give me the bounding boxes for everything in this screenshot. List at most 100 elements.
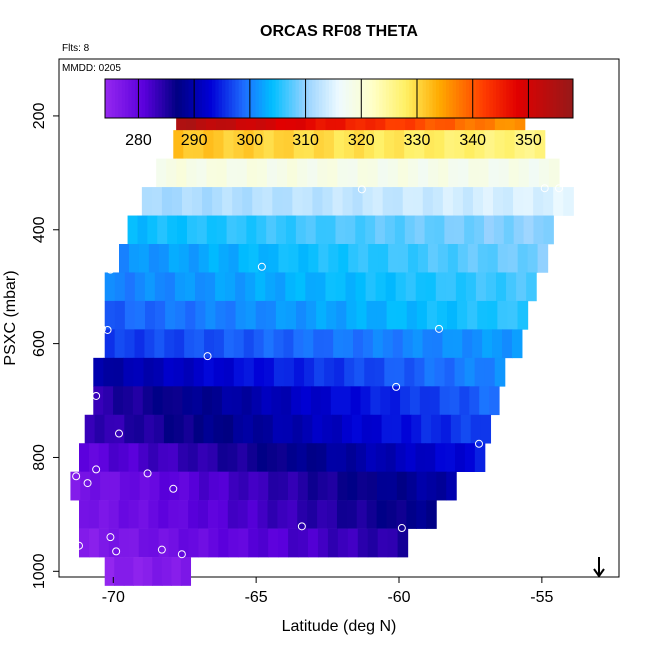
heatmap-cell (344, 357, 355, 387)
heatmap-cell (251, 386, 263, 416)
heatmap-cell (158, 528, 170, 558)
heatmap-cell (262, 414, 274, 444)
heatmap-cell (183, 130, 194, 159)
heatmap-cell (507, 300, 519, 330)
colorbar-segment (476, 79, 480, 118)
heatmap-cell (411, 414, 422, 444)
heatmap-cell (356, 300, 368, 330)
heatmap-cells (70, 101, 574, 586)
heatmap-cell (149, 471, 161, 501)
colorbar-segment (328, 79, 333, 118)
flight-marker (92, 391, 101, 400)
colorbar-segment (552, 79, 557, 118)
heatmap-cell (161, 557, 172, 586)
colorbar-segment (238, 79, 243, 118)
heatmap-cell (124, 272, 136, 302)
heatmap-cell (493, 187, 504, 216)
heatmap-cell (175, 300, 186, 330)
heatmap-cell (322, 414, 333, 444)
heatmap-cell (192, 187, 203, 216)
colorbar-ticks: 280 290 300 310 320 330 340 350 (125, 79, 542, 149)
heatmap-cell (431, 414, 442, 444)
heatmap-cell (88, 528, 100, 558)
heatmap-cell (174, 272, 186, 302)
heatmap-cell (392, 329, 404, 359)
colorbar-segment (559, 79, 564, 118)
heatmap-cell (325, 272, 337, 302)
heatmap-cell (487, 300, 498, 330)
heatmap-cell (291, 386, 302, 416)
heatmap-cell (113, 357, 124, 387)
heatmap-cell (357, 471, 368, 501)
colorbar-segment (168, 79, 173, 118)
heatmap-cell (226, 215, 238, 245)
heatmap-cell (142, 386, 154, 416)
heatmap-cell (367, 158, 379, 188)
heatmap-cell (305, 272, 317, 302)
heatmap-cell (88, 500, 100, 529)
flight-marker (112, 547, 121, 556)
heatmap-cell (386, 300, 398, 330)
heatmap-cell (494, 357, 506, 387)
colorbar-segment (355, 79, 360, 118)
heatmap-cell (391, 414, 402, 444)
colorbar-segment (345, 79, 350, 118)
heatmap-cell (468, 158, 480, 188)
heatmap-cell (513, 215, 525, 245)
heatmap-cell (325, 215, 337, 245)
heatmap-cell (272, 414, 284, 444)
heatmap-cell (402, 187, 414, 216)
heatmap-cell (184, 272, 196, 302)
direction-arrow-icon (593, 557, 605, 578)
colorbar-segment (462, 79, 467, 118)
heatmap-cell (134, 272, 146, 302)
heatmap-cell (276, 215, 287, 245)
heatmap-cell (314, 357, 325, 387)
heatmap-cell (492, 329, 503, 359)
heatmap-cell (342, 187, 354, 216)
heatmap-cell (434, 357, 446, 387)
heatmap-cell (377, 158, 389, 188)
heatmap-cell (404, 215, 416, 245)
heatmap-cell (292, 187, 303, 216)
heatmap-cell (435, 443, 446, 472)
heatmap-cell (302, 187, 314, 216)
heatmap-cell (287, 500, 298, 529)
heatmap-cell (513, 187, 524, 216)
heatmap-cell (414, 215, 426, 245)
heatmap-cell (396, 471, 408, 501)
heatmap-cell (195, 272, 206, 302)
heatmap-cell (273, 130, 285, 159)
heatmap-cell (147, 215, 158, 245)
heatmap-cell (152, 557, 163, 586)
colorbar-segment (519, 79, 524, 118)
heatmap-cell (184, 329, 195, 359)
heatmap-cell (356, 500, 368, 529)
flight-marker (177, 550, 186, 559)
heatmap-cell (459, 386, 470, 416)
colorbar-segment (171, 79, 176, 118)
heatmap-cell (288, 528, 299, 558)
heatmap-cell (124, 300, 136, 330)
flight-marker (357, 185, 366, 194)
heatmap-cell (168, 244, 180, 273)
colorbar-segment (145, 79, 149, 118)
heatmap-cell (138, 528, 150, 558)
heatmap-cell (317, 528, 329, 558)
heatmap-cell (217, 443, 229, 472)
heatmap-cell (327, 528, 339, 558)
heatmap-cell (281, 386, 292, 416)
heatmap-cell (307, 471, 319, 501)
heatmap-cell (400, 386, 411, 416)
heatmap-cell (158, 443, 169, 472)
heatmap-cell (118, 443, 130, 472)
heatmap-cell (164, 329, 175, 359)
heatmap-cell (307, 500, 318, 529)
x-axis-label: Latitude (deg N) (282, 618, 397, 635)
heatmap-cell (324, 357, 335, 387)
heatmap-cell (328, 244, 339, 273)
colorbar-tick-label: 290 (181, 132, 208, 149)
flight-marker (540, 184, 549, 193)
heatmap-cell (445, 272, 457, 302)
